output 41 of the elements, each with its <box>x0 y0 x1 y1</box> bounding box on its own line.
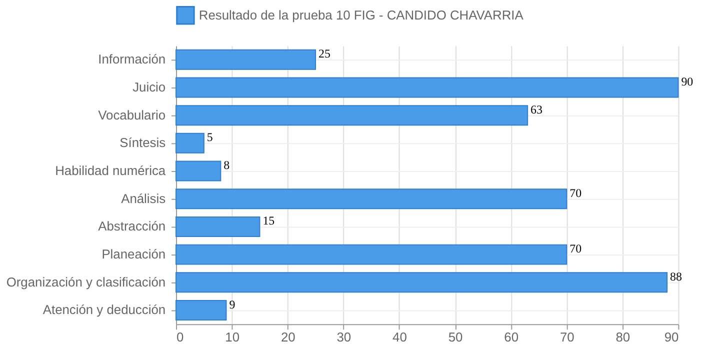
data-label: 90 <box>681 74 694 88</box>
x-tick-label: 80 <box>616 330 630 345</box>
bar <box>176 132 204 154</box>
x-tick-label: 30 <box>336 330 352 345</box>
y-tick-label: Planeación <box>102 246 166 262</box>
data-label: 9 <box>229 297 236 312</box>
bar <box>176 105 528 126</box>
bar <box>176 300 227 320</box>
bar <box>176 160 222 182</box>
data-label: 70 <box>570 186 582 200</box>
x-tick-label: 10 <box>225 330 240 345</box>
bar <box>176 49 316 70</box>
y-tick-label: Análisis <box>121 190 166 206</box>
data-label: 63 <box>530 102 543 116</box>
data-label: 88 <box>670 269 682 284</box>
y-tick-label: Síntesis <box>120 135 166 150</box>
data-label: 5 <box>206 130 213 144</box>
x-tick-label: 60 <box>504 330 518 345</box>
x-tick-label: 0 <box>176 330 184 345</box>
data-label: 8 <box>224 158 230 172</box>
y-tick-label: Abstracción <box>98 218 166 234</box>
bar <box>176 188 568 210</box>
bar <box>176 272 668 293</box>
y-tick-label: Información <box>98 52 166 67</box>
data-label: 70 <box>570 242 582 256</box>
x-tick-label: 70 <box>560 330 574 345</box>
legend-label: Resultado de la prueba 10 FIG - CANDIDO CHAVARRIA <box>198 7 524 22</box>
y-tick-label: Juicio <box>132 79 166 94</box>
bar <box>176 244 568 265</box>
y-tick-label: Vocabulario <box>98 107 166 122</box>
x-tick-label: 90 <box>664 330 679 345</box>
y-tick-label: Habilidad numérica <box>55 163 166 178</box>
data-label: 25 <box>318 46 330 61</box>
x-tick-label: 40 <box>392 330 407 345</box>
data-label: 15 <box>262 214 275 228</box>
x-tick-label: 20 <box>280 330 296 345</box>
bar <box>176 77 679 98</box>
bar <box>176 216 260 237</box>
y-tick-label: Atención y deducción <box>42 302 166 318</box>
x-tick-label: 50 <box>448 330 463 345</box>
y-tick-label: Organización y clasificación <box>6 274 166 290</box>
